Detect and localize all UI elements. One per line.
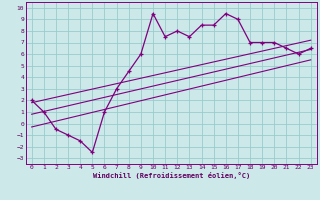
X-axis label: Windchill (Refroidissement éolien,°C): Windchill (Refroidissement éolien,°C) (92, 172, 250, 179)
